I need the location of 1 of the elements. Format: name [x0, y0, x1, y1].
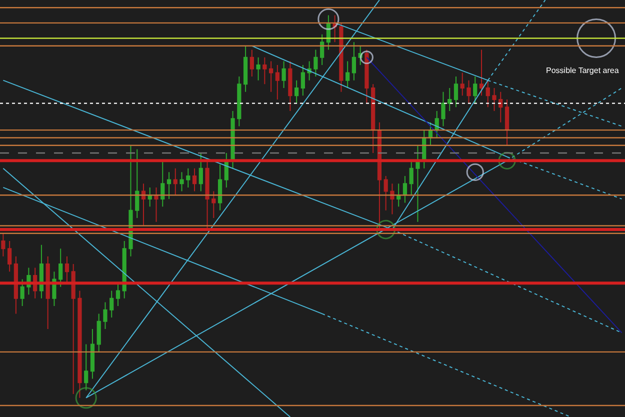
annotation: Possible Target area — [546, 66, 620, 75]
